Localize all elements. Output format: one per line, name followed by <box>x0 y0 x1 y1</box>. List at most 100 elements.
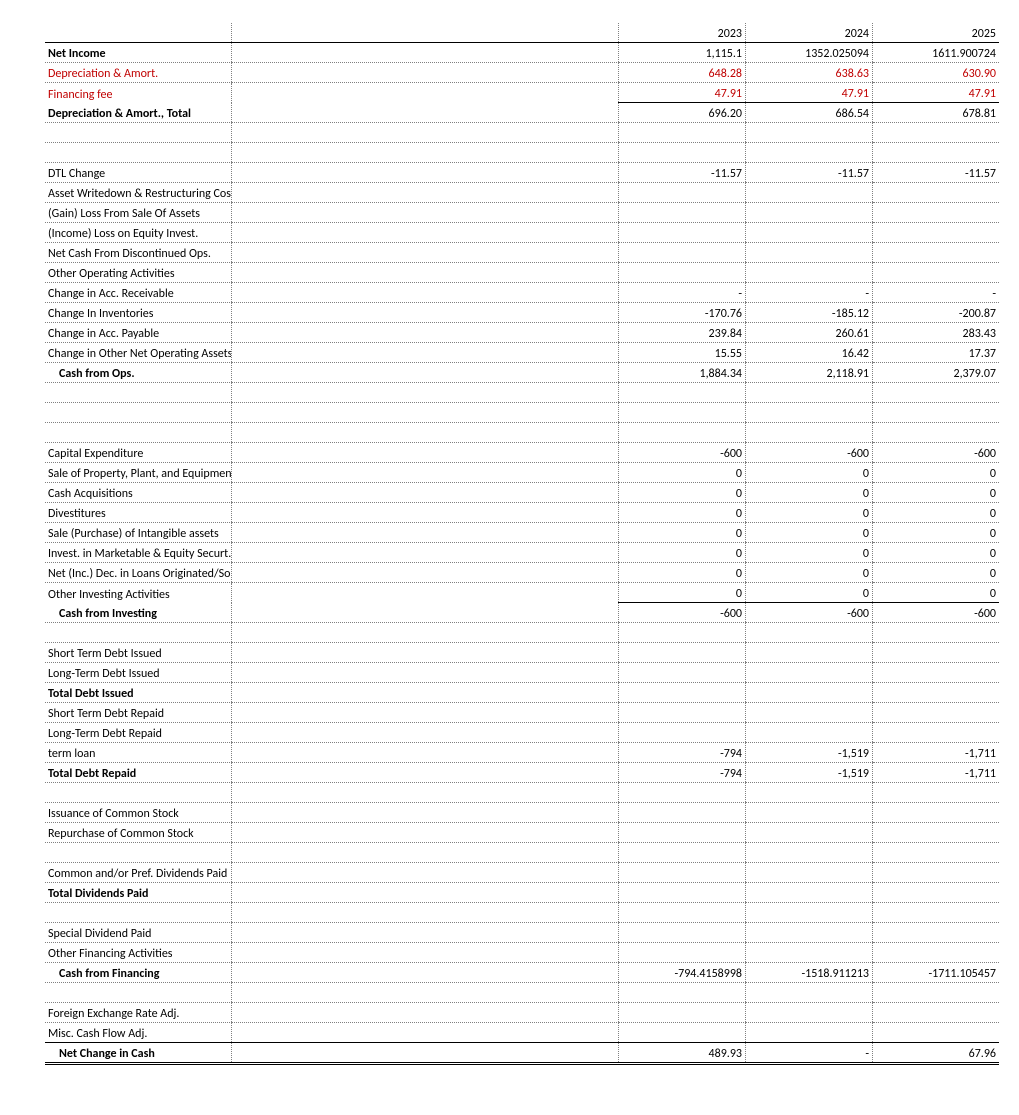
value-cell: 0 <box>873 523 1000 543</box>
row-label <box>45 983 232 1003</box>
spacer-cell <box>232 523 619 543</box>
value-cell <box>746 383 873 403</box>
value-cell: -11.57 <box>746 163 873 183</box>
spacer-cell <box>232 463 619 483</box>
value-cell: 686.54 <box>746 103 873 123</box>
value-cell <box>873 923 1000 943</box>
value-cell: - <box>746 1043 873 1064</box>
spacer-cell <box>232 943 619 963</box>
row-label: Short Term Debt Issued <box>45 643 232 663</box>
table-row: Long-Term Debt Issued <box>45 663 999 683</box>
value-cell <box>873 383 1000 403</box>
value-cell <box>873 203 1000 223</box>
value-cell: 0 <box>746 523 873 543</box>
value-cell: -11.57 <box>873 163 1000 183</box>
value-cell: -794.4158998 <box>619 963 746 983</box>
value-cell <box>619 863 746 883</box>
spacer-cell <box>232 663 619 683</box>
spacer-cell <box>232 923 619 943</box>
value-cell <box>619 643 746 663</box>
row-label: Net (Inc.) Dec. in Loans Originated/Sold <box>45 563 232 583</box>
table-row: Total Debt Repaid-794-1,519-1,711 <box>45 763 999 783</box>
value-cell <box>619 783 746 803</box>
spacer-cell <box>232 163 619 183</box>
value-cell <box>873 783 1000 803</box>
table-row <box>45 623 999 643</box>
spacer-cell <box>232 83 619 103</box>
value-cell: 0 <box>619 583 746 603</box>
value-cell: -1,711 <box>873 743 1000 763</box>
row-label: Foreign Exchange Rate Adj. <box>45 1003 232 1023</box>
spacer-cell <box>232 143 619 163</box>
table-row: 202320242025 <box>45 23 999 43</box>
spacer-cell <box>232 683 619 703</box>
row-label: Cash from Financing <box>45 963 232 983</box>
table-row: DTL Change-11.57-11.57-11.57 <box>45 163 999 183</box>
value-cell <box>619 803 746 823</box>
value-cell <box>873 143 1000 163</box>
row-label: DTL Change <box>45 163 232 183</box>
value-cell <box>619 223 746 243</box>
row-label: Sale (Purchase) of Intangible assets <box>45 523 232 543</box>
value-cell: 47.91 <box>873 83 1000 103</box>
table-row: (Income) Loss on Equity Invest. <box>45 223 999 243</box>
value-cell: -600 <box>873 443 1000 463</box>
spacer-cell <box>232 1003 619 1023</box>
value-cell <box>746 143 873 163</box>
value-cell <box>746 783 873 803</box>
value-cell <box>746 843 873 863</box>
spacer-cell <box>232 423 619 443</box>
value-cell: - <box>873 283 1000 303</box>
table-row: Depreciation & Amort.648.28638.63630.90 <box>45 63 999 83</box>
value-cell <box>619 723 746 743</box>
row-label: Misc. Cash Flow Adj. <box>45 1023 232 1043</box>
row-label: Cash Acquisitions <box>45 483 232 503</box>
value-cell <box>619 1023 746 1043</box>
table-row: Foreign Exchange Rate Adj. <box>45 1003 999 1023</box>
spacer-cell <box>232 303 619 323</box>
value-cell: 678.81 <box>873 103 1000 123</box>
table-row: Cash from Ops.1,884.342,118.912,379.07 <box>45 363 999 383</box>
spacer-cell <box>232 623 619 643</box>
spacer-cell <box>232 283 619 303</box>
value-cell <box>873 863 1000 883</box>
table-row: Other Investing Activities000 <box>45 583 999 603</box>
value-cell: -600 <box>746 603 873 623</box>
value-cell: 630.90 <box>873 63 1000 83</box>
value-cell <box>873 223 1000 243</box>
table-row <box>45 123 999 143</box>
value-cell <box>873 1003 1000 1023</box>
table-row: Financing fee47.9147.9147.91 <box>45 83 999 103</box>
row-label: Short Term Debt Repaid <box>45 703 232 723</box>
value-cell <box>619 183 746 203</box>
value-cell: 0 <box>619 523 746 543</box>
value-cell: 16.42 <box>746 343 873 363</box>
row-label <box>45 783 232 803</box>
table-row: Net Income1,115.11352.0250941611.900724 <box>45 43 999 63</box>
value-cell: 0 <box>873 563 1000 583</box>
value-cell: 67.96 <box>873 1043 1000 1064</box>
row-label: Other Investing Activities <box>45 583 232 603</box>
spacer-cell <box>232 103 619 123</box>
table-row: Common and/or Pref. Dividends Paid <box>45 863 999 883</box>
value-cell <box>873 183 1000 203</box>
value-cell: 2024 <box>746 23 873 43</box>
row-label: Common and/or Pref. Dividends Paid <box>45 863 232 883</box>
value-cell <box>746 683 873 703</box>
value-cell <box>873 883 1000 903</box>
value-cell <box>873 803 1000 823</box>
value-cell <box>873 423 1000 443</box>
table-row <box>45 143 999 163</box>
value-cell <box>746 903 873 923</box>
table-row: Misc. Cash Flow Adj. <box>45 1023 999 1043</box>
spacer-cell <box>232 223 619 243</box>
table-row: Other Operating Activities <box>45 263 999 283</box>
value-cell: -794 <box>619 763 746 783</box>
value-cell: -1,519 <box>746 743 873 763</box>
row-label <box>45 383 232 403</box>
row-label: Asset Writedown & Restructuring Costs <box>45 183 232 203</box>
value-cell <box>746 243 873 263</box>
table-row: Depreciation & Amort., Total696.20686.54… <box>45 103 999 123</box>
value-cell: 0 <box>873 543 1000 563</box>
table-row <box>45 983 999 1003</box>
